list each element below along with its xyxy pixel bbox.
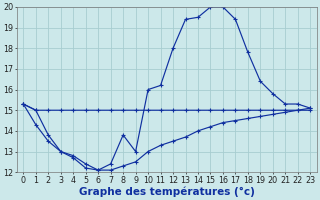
X-axis label: Graphe des températures (°c): Graphe des températures (°c) bbox=[79, 186, 255, 197]
